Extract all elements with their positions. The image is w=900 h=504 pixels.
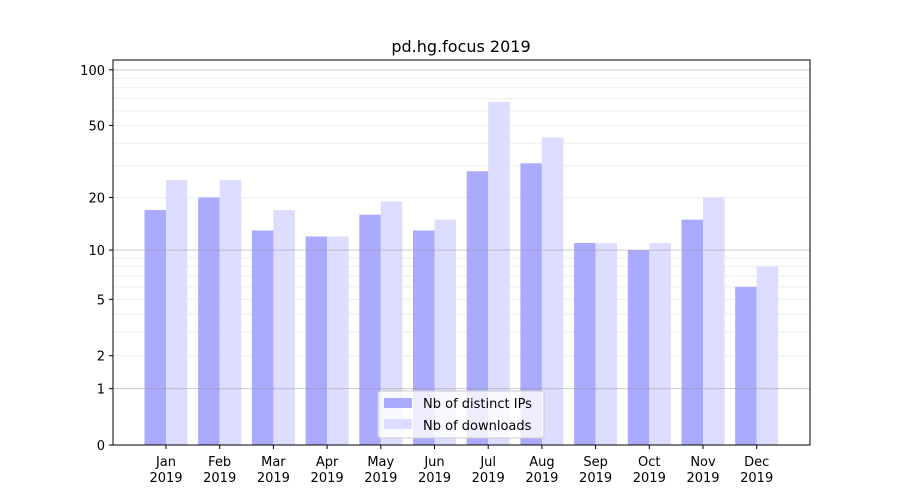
- y-axis: 0 1 2 5 10 20 50 100: [80, 64, 113, 454]
- x-tick-label-month: Dec: [744, 455, 769, 470]
- chart-title: pd.hg.focus 2019: [391, 37, 530, 56]
- legend: Nb of distinct IPs Nb of downloads: [377, 390, 545, 439]
- x-tick-label-year: 2019: [472, 471, 505, 486]
- y-tick-label: 50: [88, 119, 105, 134]
- x-tick-label-month: Jan: [155, 455, 176, 470]
- bar-downloads: [327, 236, 349, 445]
- x-tick-label-year: 2019: [579, 471, 612, 486]
- x-tick-label-year: 2019: [311, 471, 344, 486]
- x-tick-label-month: Jun: [423, 455, 444, 470]
- plot-frame: [112, 59, 811, 446]
- x-tick-label-year: 2019: [149, 471, 182, 486]
- major-grid-lines: [113, 69, 810, 390]
- y-tick-label: 10: [88, 244, 105, 259]
- x-tick-label-month: Mar: [261, 455, 286, 470]
- legend-swatch-downloads: [384, 419, 412, 429]
- x-tick-label-year: 2019: [740, 471, 773, 486]
- bar-downloads: [756, 266, 779, 445]
- bar-downloads: [380, 201, 403, 445]
- bar-downloads: [219, 180, 242, 445]
- x-tick-label-month: May: [367, 455, 394, 470]
- x-tick-label-month: Jul: [479, 455, 496, 470]
- bar-downloads: [649, 243, 671, 445]
- y-tick-label: 100: [80, 64, 105, 79]
- bar-downloads: [595, 243, 618, 445]
- x-tick-label-year: 2019: [418, 471, 451, 486]
- bar-ips: [359, 214, 381, 445]
- legend-label-ips: Nb of distinct IPs: [423, 397, 532, 412]
- y-tick-label: 20: [88, 192, 105, 207]
- legend-swatch-ips: [384, 398, 412, 408]
- bar-downloads: [488, 102, 510, 445]
- x-tick-label-year: 2019: [257, 471, 290, 486]
- bar-downloads: [703, 197, 725, 445]
- bar-downloads: [166, 180, 188, 445]
- legend-box: [377, 390, 545, 439]
- bar-downloads: [541, 137, 564, 445]
- x-tick-label-month: Aug: [529, 455, 554, 470]
- x-tick-label-year: 2019: [633, 471, 666, 486]
- y-tick-label: 5: [97, 293, 105, 308]
- bar-ips: [574, 243, 596, 445]
- y-tick-label: 2: [97, 350, 105, 365]
- y-tick-label: 1: [97, 383, 105, 398]
- bar-ips: [466, 171, 489, 445]
- x-tick-label-month: Feb: [208, 455, 231, 470]
- bar-ips: [305, 236, 328, 445]
- bar-ips: [520, 163, 542, 445]
- bar-ips: [735, 286, 757, 445]
- x-tick-label-year: 2019: [525, 471, 558, 486]
- bar-ips: [198, 197, 220, 445]
- bar-ips: [627, 250, 650, 445]
- x-axis: Jan2019Feb2019Mar2019Apr2019May2019Jun20…: [149, 445, 773, 486]
- x-tick-label-year: 2019: [686, 471, 719, 486]
- bar-ips: [251, 230, 274, 445]
- bar-ips: [144, 210, 166, 445]
- x-tick-label-year: 2019: [364, 471, 397, 486]
- x-tick-label-year: 2019: [203, 471, 236, 486]
- x-tick-label-month: Sep: [583, 455, 608, 470]
- x-tick-label-month: Oct: [638, 455, 660, 470]
- x-tick-label-month: Nov: [690, 455, 716, 470]
- legend-label-downloads: Nb of downloads: [423, 419, 532, 434]
- bar-ips: [681, 219, 703, 445]
- x-tick-label-month: Apr: [316, 455, 339, 470]
- bar-downloads: [273, 210, 295, 445]
- y-tick-label: 0: [97, 439, 105, 454]
